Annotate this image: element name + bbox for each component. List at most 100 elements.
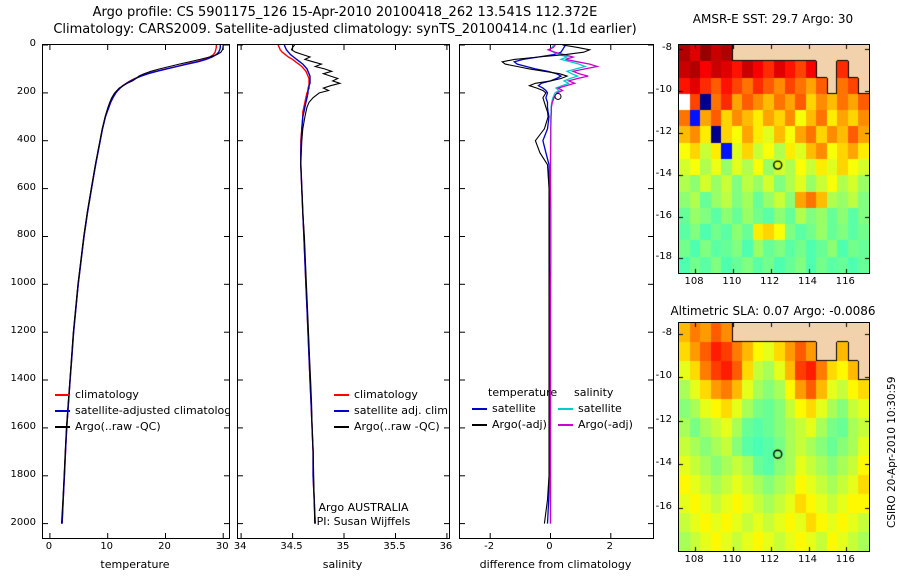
sst-map — [679, 45, 869, 273]
tick-label: -2 — [484, 541, 495, 552]
legend-line-sal-argo — [558, 424, 573, 426]
difference-panel: temperature satellite Argo(-adj) salinit… — [459, 44, 654, 539]
profile-line — [500, 45, 592, 524]
salinity-profile-panel: climatology satellite adj. clim. Argo(..… — [237, 44, 450, 539]
legend-line-satellite-adjusted — [334, 410, 349, 412]
legend-line-argo — [55, 426, 70, 428]
legend-label: satellite — [492, 402, 536, 415]
legend-label: climatology — [354, 388, 418, 401]
legend-item: Argo(-adj) — [558, 417, 633, 433]
temperature-profile-panel: climatology satellite-adjusted climatolo… — [42, 44, 230, 539]
tick-label: -8 — [662, 42, 672, 54]
profile-line — [547, 45, 588, 524]
legend-item: satellite-adjusted climatology — [55, 403, 230, 419]
tick-label: -12 — [655, 125, 672, 137]
profile-line — [546, 45, 600, 524]
tick-label: 400 — [16, 133, 36, 145]
tick-label: 30 — [215, 541, 229, 552]
tick-label: 800 — [16, 229, 36, 241]
tick-label: 35.5 — [383, 541, 406, 552]
tick-label: -12 — [655, 413, 672, 425]
tick-label: 1000 — [10, 277, 36, 289]
legend-label: satellite-adjusted climatology — [75, 404, 230, 417]
tick-label: 1400 — [10, 373, 36, 385]
legend-label: satellite — [578, 402, 622, 415]
tick-label: -18 — [655, 251, 672, 263]
figure-subtitle: Climatology: CARS2009. Satellite-adjuste… — [53, 22, 637, 37]
tick-label: 116 — [835, 276, 855, 287]
tick-label: -10 — [655, 370, 672, 382]
legend-line-satellite-adjusted — [55, 410, 70, 412]
legend-line-temp-satellite — [472, 408, 487, 410]
legend-line-argo — [334, 426, 349, 428]
program-annotation: Argo AUSTRALIA PI: Susan Wijffels — [258, 501, 449, 529]
tick-label: -14 — [655, 457, 672, 469]
temperature-plot — [43, 45, 229, 538]
legend-label: Argo(-adj) — [578, 418, 633, 431]
sla-map-panel — [678, 322, 870, 552]
tick-label: 0 — [45, 541, 53, 552]
profile-line — [61, 45, 222, 524]
diff-legend-salinity: salinity satellite Argo(-adj) — [558, 385, 633, 433]
legend-line-climatology — [334, 394, 349, 396]
legend-label: climatology — [75, 388, 139, 401]
tick-label: 36 — [439, 541, 453, 552]
tick-label: 2 — [606, 541, 613, 552]
difference-axis-label: difference from climatology — [479, 558, 632, 571]
tick-label: 1600 — [10, 420, 36, 432]
profile-line — [60, 45, 224, 524]
tick-label: 110 — [722, 276, 742, 287]
tick-label: 112 — [760, 554, 780, 565]
tick-label: 1800 — [10, 468, 36, 480]
profile-line — [290, 45, 342, 524]
legend-line-temp-argo — [472, 424, 487, 426]
tick-label: 35 — [336, 541, 350, 552]
legend-item: Argo(-adj) — [472, 417, 557, 433]
legend-group-header: temperature — [488, 386, 558, 399]
tick-label: 0 — [29, 38, 36, 49]
temperature-axis-label: temperature — [100, 558, 170, 571]
sst-map-title: AMSR-E SST: 29.7 Argo: 30 — [692, 12, 854, 26]
sst-map-panel — [678, 44, 870, 274]
legend-item: satellite adj. clim. — [334, 403, 449, 419]
tick-label: -16 — [655, 500, 672, 512]
figure-title: Argo profile: CS 5901175_126 15-Apr-2010… — [92, 5, 598, 20]
profile-line — [277, 45, 316, 524]
legend-line-climatology — [55, 394, 70, 396]
legend-item: satellite — [558, 401, 633, 417]
sla-map-title: Altimetric SLA: 0.07 Argo: -0.0086 — [670, 304, 876, 318]
tick-label: 114 — [797, 276, 818, 287]
profile-marker — [554, 92, 562, 100]
tick-label: -14 — [655, 167, 672, 179]
temperature-legend: climatology satellite-adjusted climatolo… — [55, 387, 230, 435]
salinity-plot — [238, 45, 449, 538]
legend-label: Argo(..raw -QC) — [75, 420, 161, 433]
tick-label: -16 — [655, 209, 672, 221]
tick-label: -8 — [662, 326, 672, 338]
tick-label: 114 — [797, 554, 818, 565]
tick-label: 34 — [233, 541, 247, 552]
tick-label: 116 — [835, 554, 855, 565]
profile-line — [61, 45, 218, 524]
legend-label: Argo(-adj) — [492, 418, 547, 431]
legend-group-header: salinity — [574, 386, 614, 399]
credit-text: CSIRO 20-Apr-2010 10:30:59 — [886, 376, 898, 528]
tick-label: 1200 — [10, 325, 36, 337]
tick-label: -10 — [655, 84, 672, 96]
tick-label: 108 — [684, 554, 704, 565]
tick-label: 10 — [100, 541, 114, 552]
tick-label: 108 — [684, 276, 704, 287]
tick-label: 34.5 — [280, 541, 303, 552]
legend-item: Argo(..raw -QC) — [55, 419, 229, 435]
salinity-axis-label: salinity — [322, 558, 363, 571]
diff-legend-temperature: temperature satellite Argo(-adj) — [472, 385, 557, 433]
difference-plot — [460, 45, 653, 538]
profile-line — [512, 45, 567, 524]
profile-line — [283, 45, 316, 524]
tick-label: 110 — [722, 554, 742, 565]
pi-name: PI: Susan Wijffels — [316, 515, 411, 528]
legend-line-sal-satellite — [558, 408, 573, 410]
legend-item: climatology — [334, 387, 449, 403]
tick-label: 200 — [16, 85, 36, 97]
